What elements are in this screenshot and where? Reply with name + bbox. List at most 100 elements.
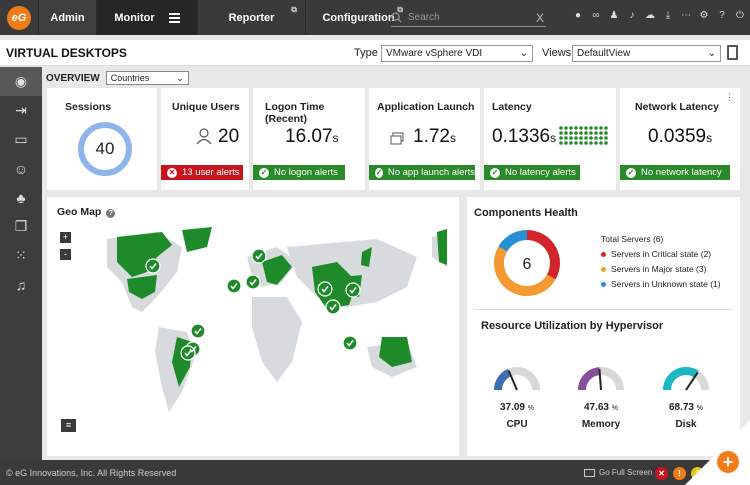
memory-unit: % [611, 405, 619, 412]
nav-admin[interactable]: Admin [38, 0, 96, 35]
latency-dot [574, 136, 578, 140]
sidebar-item-logon[interactable]: ⇥ [0, 96, 42, 125]
map-menu-icon[interactable]: ≡ [61, 419, 76, 432]
latency-dot [559, 136, 563, 140]
latency-alert-text: No latency alerts [505, 167, 576, 178]
help-icon[interactable]: ? [719, 10, 725, 21]
sidebar-item-alerts[interactable]: ♫ [0, 270, 42, 299]
nav-monitor[interactable]: Monitor [96, 0, 197, 35]
download-icon[interactable]: ⤓ [665, 10, 671, 21]
logo-text: eG [7, 5, 31, 30]
legend-unknown[interactable]: Servers in Unknown state (1) [601, 279, 721, 289]
app-launch-card[interactable]: Application Launch 1.72s ✓ No app launch … [369, 88, 480, 190]
sessions-card[interactable]: Sessions 40 [47, 88, 157, 190]
bell-icon[interactable]: ♪ [629, 10, 635, 21]
location-pin-icon[interactable] [180, 345, 196, 361]
gear-icon[interactable]: ⚙ [699, 10, 709, 21]
views-label: Views [542, 47, 572, 59]
geo-map-panel: Geo Map? + - [47, 197, 459, 456]
top-icon-group: ● ∞ ♟ ♪ ☁ ⤓ ⋯ ⚙ ? ⏻ [572, 10, 746, 21]
latency-dot [594, 136, 598, 140]
latency-card[interactable]: Latency 0.1336s ✓ No latency alerts [484, 88, 616, 190]
full-screen-button[interactable]: Go Full Screen [584, 468, 652, 477]
unique-users-card[interactable]: Unique Users 20 ✕ 13 user alerts [161, 88, 249, 190]
logon-time-value-wrap: 16.07s [285, 126, 339, 148]
logon-time-alert[interactable]: ✓ No logon alerts [253, 165, 345, 180]
sidebar-item-desktops[interactable]: ▭ [0, 125, 42, 154]
location-pin-icon[interactable] [190, 323, 206, 339]
network-latency-alert[interactable]: ✓ No network latency [620, 165, 730, 180]
zoom-out-button[interactable]: - [60, 249, 71, 260]
location-pin-icon[interactable] [317, 281, 333, 297]
nav-configuration-label: Configuration [322, 11, 395, 24]
document-icon[interactable] [727, 45, 738, 60]
check-icon [346, 340, 354, 347]
add-widget-button[interactable]: + [717, 451, 739, 473]
latency-alert[interactable]: ✓ No latency alerts [484, 165, 580, 180]
location-pin-icon[interactable] [251, 248, 267, 264]
resource-title: Resource Utilization by Hypervisor [481, 320, 664, 332]
latency-dot [574, 126, 578, 130]
search-clear-icon[interactable]: X [535, 10, 544, 25]
cloud-icon[interactable]: ☁ [645, 10, 655, 21]
components-donut-chart[interactable] [492, 228, 562, 298]
major-alarm-button[interactable]: ! [673, 467, 686, 480]
copyright-text: © eG Innovations, Inc. All Rights Reserv… [6, 468, 177, 478]
location-pin-icon[interactable] [145, 258, 161, 274]
location-pin-icon[interactable] [342, 335, 358, 351]
donut-slice[interactable] [498, 230, 528, 252]
disk-value: 68.73 [668, 402, 694, 413]
power-icon[interactable]: ⏻ [736, 10, 744, 21]
hamburger-icon[interactable] [168, 11, 180, 25]
link-icon[interactable]: ∞ [592, 10, 600, 21]
search-box[interactable]: Search X [391, 9, 546, 27]
gauge-fill [663, 367, 699, 391]
unique-users-alert[interactable]: ✕ 13 user alerts [161, 165, 243, 180]
network-latency-card[interactable]: Network Latency ⋮ 0.0359s ✓ No network la… [620, 88, 740, 190]
search-input[interactable]: Search [408, 12, 440, 23]
chevron-down-icon: ⌄ [707, 48, 716, 59]
location-pin-icon[interactable] [325, 299, 341, 315]
user-icon[interactable]: ● [574, 10, 582, 21]
zoom-in-button[interactable]: + [60, 232, 71, 243]
cpu-gauge[interactable] [492, 363, 542, 391]
memory-gauge[interactable] [576, 363, 626, 391]
sidebar-item-users[interactable]: ☺ [0, 154, 42, 183]
sidebar-item-overview[interactable]: ◉ [0, 67, 42, 96]
location-pin-icon[interactable] [245, 274, 261, 290]
more-icon[interactable]: ⋯ [681, 10, 691, 21]
donut-slice[interactable] [494, 246, 556, 296]
latency-dot [564, 131, 568, 135]
critical-alarm-button[interactable]: ✕ [655, 467, 668, 480]
more-icon[interactable]: ⋮ [725, 92, 734, 102]
logon-time-card[interactable]: Logon Time (Recent) 16.07s ✓ No logon ale… [253, 88, 365, 190]
disk-gauge[interactable] [661, 363, 711, 391]
sidebar-item-apps[interactable]: ⁙ [0, 241, 42, 270]
legend-major[interactable]: Servers in Major state (3) [601, 264, 706, 274]
overview-filter-select[interactable]: Countries ⌄ [105, 71, 189, 85]
network-latency-alert-text: No network latency [641, 167, 722, 178]
logon-time-title: Logon Time (Recent) [265, 101, 325, 125]
legend-critical[interactable]: Servers in Critical state (2) [601, 249, 711, 259]
nav-configuration[interactable]: Configuration ⧉ [305, 0, 411, 35]
nav-reporter[interactable]: Reporter ⧉ [197, 0, 305, 35]
help-icon[interactable]: ? [106, 209, 116, 218]
sidebar-item-hierarchy[interactable]: ♣ [0, 183, 42, 212]
memory-value-wrap: 47.63 % [571, 402, 631, 413]
latency-dot [559, 141, 563, 145]
eg-logo[interactable]: eG [0, 0, 38, 35]
app-launch-alert[interactable]: ✓ No app launch alerts [369, 165, 475, 180]
type-select[interactable]: VMware vSphere VDI ⌄ [381, 45, 533, 62]
windows-icon: ❐ [14, 218, 28, 234]
location-pin-icon[interactable] [345, 282, 361, 298]
windows-icon [390, 132, 404, 145]
views-select[interactable]: DefaultView ⌄ [572, 45, 721, 62]
location-pin-icon[interactable] [226, 278, 242, 294]
group-icon[interactable]: ♟ [609, 10, 619, 21]
latency-dot [559, 126, 563, 130]
sidebar-item-windows[interactable]: ❐ [0, 212, 42, 241]
latency-dot [569, 126, 573, 130]
world-map[interactable] [87, 227, 447, 432]
donut-slice[interactable] [526, 230, 560, 280]
components-health-panel: Components Health 6 Total Servers (6) Se… [467, 197, 740, 456]
